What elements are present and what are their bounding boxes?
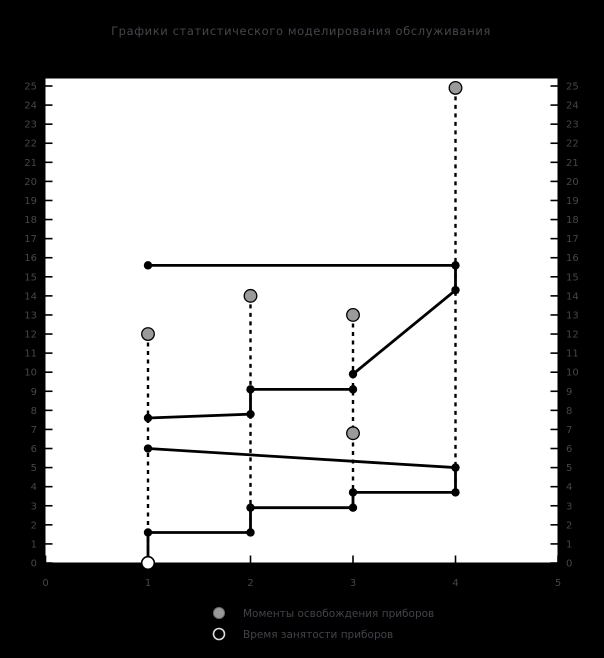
y-axis-label-right: 22 — [566, 139, 579, 150]
y-axis-label-left: 17 — [24, 234, 37, 245]
event-dot — [246, 385, 255, 394]
y-axis-label-left: 10 — [24, 368, 37, 379]
event-dot — [246, 503, 255, 512]
event-dot — [451, 488, 460, 497]
y-axis-label-left: 24 — [24, 101, 37, 112]
event-dot — [348, 369, 358, 379]
y-axis-label-right: 7 — [566, 425, 572, 436]
y-axis-label-right: 3 — [566, 501, 572, 512]
y-axis-label-left: 12 — [24, 330, 37, 341]
y-axis-label-left: 2 — [31, 520, 37, 531]
y-axis-label-left: 6 — [31, 444, 37, 455]
y-axis-label-right: 16 — [566, 253, 579, 264]
y-axis-label-right: 21 — [566, 158, 579, 169]
x-axis-label: 2 — [247, 578, 253, 589]
event-dot — [451, 463, 460, 472]
y-axis-label-left: 13 — [24, 310, 37, 321]
y-axis-label-right: 23 — [566, 120, 579, 131]
step-polyline — [148, 263, 457, 376]
event-dot — [143, 444, 153, 453]
y-axis-label-left: 7 — [31, 425, 37, 436]
event-dot — [348, 488, 358, 497]
y-axis-label-left: 23 — [24, 120, 37, 131]
event-dot — [143, 261, 153, 270]
y-axis-label-left: 8 — [31, 406, 37, 417]
event-dot — [246, 409, 255, 419]
y-axis-label-left: 0 — [31, 559, 37, 570]
release-moment-marker — [346, 426, 360, 441]
y-axis-label-left: 21 — [24, 158, 37, 169]
legend-filled-circle-marker — [213, 607, 225, 619]
open-circle-marker — [140, 555, 156, 571]
legend-label-open: Время занятости приборов — [243, 629, 393, 641]
event-dot — [246, 528, 255, 537]
x-axis-label: 5 — [555, 578, 561, 589]
y-axis-label-left: 4 — [31, 482, 37, 493]
y-axis-label-right: 13 — [566, 310, 579, 321]
y-axis-label-right: 18 — [566, 215, 579, 226]
y-axis-label-right: 12 — [566, 330, 579, 341]
release-moment-marker — [448, 80, 463, 95]
plot-area — [44, 77, 559, 564]
y-axis-label-left: 9 — [31, 387, 37, 398]
y-axis-label-right: 25 — [566, 82, 579, 93]
y-axis-label-right: 1 — [566, 539, 572, 550]
y-axis-label-left: 25 — [24, 82, 37, 93]
y-axis-label-right: 14 — [566, 291, 579, 302]
event-dot — [143, 528, 153, 537]
y-axis-label-right: 0 — [566, 559, 572, 570]
y-axis-label-left: 11 — [24, 349, 37, 360]
step-polyline — [147, 387, 353, 420]
y-axis-label-right: 9 — [566, 387, 572, 398]
event-dot — [451, 261, 460, 270]
legend-label-filled: Моменты освобождения приборов — [243, 608, 434, 620]
y-axis-label-right: 10 — [566, 368, 579, 379]
y-axis-label-left: 16 — [24, 253, 37, 264]
y-axis-label-left: 20 — [24, 177, 37, 188]
y-axis-label-left: 1 — [31, 539, 37, 550]
y-axis-label-right: 5 — [566, 463, 572, 474]
y-axis-label-right: 17 — [566, 234, 579, 245]
y-axis-label-right: 4 — [566, 482, 572, 493]
y-axis-label-right: 2 — [566, 520, 572, 531]
y-axis-label-left: 5 — [31, 463, 37, 474]
y-axis-label-left: 14 — [24, 291, 37, 302]
y-axis-label-right: 24 — [566, 101, 579, 112]
y-axis-label-right: 6 — [566, 444, 572, 455]
y-axis-label-right: 15 — [566, 272, 579, 283]
legend-open-circle-marker — [212, 627, 226, 641]
chart-title: Графики статистического моделирования об… — [111, 24, 491, 38]
y-axis-label-left: 15 — [24, 272, 37, 283]
y-axis-label-left: 18 — [24, 215, 37, 226]
event-dot — [143, 413, 153, 423]
release-moment-marker — [243, 288, 258, 303]
y-axis-label-right: 11 — [566, 349, 579, 360]
x-axis-label: 1 — [145, 578, 151, 589]
event-dot — [348, 503, 358, 512]
y-axis-label-right: 8 — [566, 406, 572, 417]
y-axis-label-left: 19 — [24, 196, 37, 207]
event-dot — [348, 385, 358, 394]
legend: Моменты освобождения приборов Время заня… — [212, 607, 434, 641]
release-moment-marker — [346, 308, 360, 322]
x-axis-label: 3 — [350, 578, 356, 589]
y-axis-label-left: 22 — [24, 139, 37, 150]
x-axis-label: 4 — [452, 578, 458, 589]
y-axis-label-right: 19 — [566, 196, 579, 207]
x-axis-label: 0 — [42, 578, 48, 589]
y-axis-label-right: 20 — [566, 177, 579, 188]
event-dot — [451, 285, 460, 295]
y-axis-label-left: 3 — [31, 501, 37, 512]
release-moment-marker — [141, 327, 155, 341]
